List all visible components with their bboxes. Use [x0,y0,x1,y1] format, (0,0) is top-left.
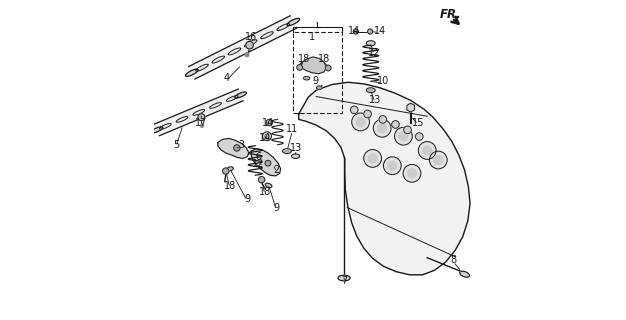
Text: 4: 4 [223,73,230,83]
Polygon shape [251,149,280,176]
Text: 15: 15 [412,117,424,128]
Text: 18: 18 [298,54,310,64]
Circle shape [364,110,371,118]
Text: 14: 14 [347,26,360,36]
Circle shape [223,168,229,174]
Circle shape [297,65,302,70]
Circle shape [392,121,399,128]
Ellipse shape [282,149,292,154]
Ellipse shape [285,150,289,152]
Circle shape [266,119,272,126]
Circle shape [418,142,436,159]
Circle shape [434,156,443,164]
Text: 3: 3 [238,140,244,150]
Text: 8: 8 [450,255,456,265]
Ellipse shape [304,76,310,80]
Circle shape [246,41,254,49]
Polygon shape [155,89,243,136]
Circle shape [262,132,272,141]
Text: 14: 14 [374,26,386,36]
Text: 9: 9 [312,76,319,86]
Circle shape [367,29,372,34]
Text: 16: 16 [245,32,257,42]
Text: FR.: FR. [440,8,461,21]
Polygon shape [218,139,249,158]
Ellipse shape [227,167,233,171]
Polygon shape [301,57,326,74]
Text: 1: 1 [309,32,316,42]
Circle shape [423,146,432,155]
Ellipse shape [185,69,198,76]
Ellipse shape [366,41,375,46]
Text: 6: 6 [255,152,262,162]
Ellipse shape [366,88,375,92]
Ellipse shape [292,154,300,158]
Text: 14: 14 [262,117,274,128]
Polygon shape [188,16,297,79]
Circle shape [377,124,387,133]
Text: 7: 7 [342,276,348,286]
Circle shape [416,133,423,140]
Ellipse shape [265,183,272,188]
Circle shape [388,161,397,170]
Circle shape [404,126,411,134]
Circle shape [379,116,387,123]
Circle shape [351,106,358,114]
Text: 13: 13 [369,95,381,105]
Text: 18: 18 [223,181,236,191]
Polygon shape [299,82,470,275]
Circle shape [356,117,365,126]
Text: 12: 12 [367,48,380,58]
Ellipse shape [459,271,470,277]
Ellipse shape [151,127,163,133]
Text: 18: 18 [318,54,331,64]
Circle shape [368,154,377,163]
Text: 17: 17 [195,117,208,128]
Ellipse shape [235,92,247,98]
Circle shape [364,149,381,167]
Circle shape [233,145,240,151]
Text: 14: 14 [259,133,271,143]
Ellipse shape [338,275,350,281]
Circle shape [394,127,413,145]
Ellipse shape [287,18,300,26]
Circle shape [429,151,447,169]
Circle shape [326,65,331,71]
Circle shape [198,114,205,121]
Circle shape [200,124,203,127]
Circle shape [352,113,369,131]
Text: 11: 11 [286,124,299,134]
Circle shape [265,160,271,166]
Ellipse shape [369,89,372,91]
Circle shape [265,134,269,139]
Circle shape [353,29,358,34]
Text: 12: 12 [252,159,265,169]
Circle shape [408,169,416,178]
Text: 9: 9 [274,203,280,213]
Polygon shape [407,103,414,112]
Circle shape [399,132,408,141]
Text: 18: 18 [259,187,271,197]
Circle shape [245,53,249,57]
Text: 10: 10 [377,76,389,86]
Circle shape [259,177,265,183]
Bar [294,32,342,113]
Text: 5: 5 [173,140,179,150]
Circle shape [373,119,391,137]
Circle shape [383,157,401,175]
Circle shape [403,164,421,182]
Text: 2: 2 [274,165,280,175]
Text: 13: 13 [290,143,302,153]
Text: 9: 9 [244,194,250,204]
Ellipse shape [317,86,322,89]
